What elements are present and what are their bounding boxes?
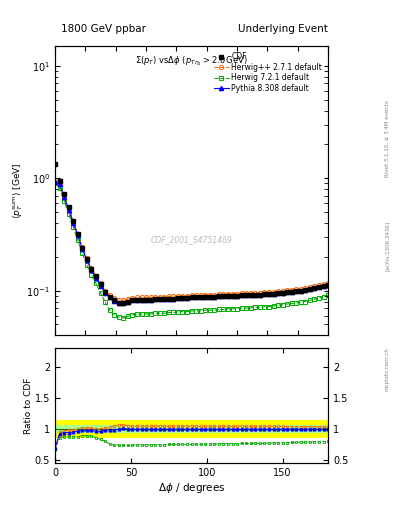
CDF xyxy=(203,294,208,300)
CDF xyxy=(116,300,121,306)
CDF xyxy=(221,293,226,300)
Herwig++ 2.7.1 default xyxy=(153,294,158,300)
Text: $\Sigma(p_T)$ vs$\Delta\phi$ $(p_{T\eta_1} > 2.0\,\mathrm{GeV})$: $\Sigma(p_T)$ vs$\Delta\phi$ $(p_{T\eta_… xyxy=(135,55,248,68)
Pythia 8.308 default xyxy=(53,179,57,185)
Pythia 8.308 default xyxy=(221,293,226,300)
CDF xyxy=(107,294,112,300)
Line: Pythia 8.308 default: Pythia 8.308 default xyxy=(53,180,330,305)
Herwig++ 2.7.1 default xyxy=(116,296,121,303)
CDF xyxy=(153,296,158,302)
CDF xyxy=(53,161,57,167)
Pythia 8.308 default xyxy=(116,300,121,306)
Herwig 7.2.1 default xyxy=(221,306,226,312)
Line: Herwig 7.2.1 default: Herwig 7.2.1 default xyxy=(53,181,330,320)
Text: mcplots.cern.ch: mcplots.cern.ch xyxy=(385,347,389,391)
Herwig 7.2.1 default xyxy=(116,314,121,321)
Text: 1800 GeV ppbar: 1800 GeV ppbar xyxy=(61,24,146,34)
Legend: CDF, Herwig++ 2.7.1 default, Herwig 7.2.1 default, Pythia 8.308 default: CDF, Herwig++ 2.7.1 default, Herwig 7.2.… xyxy=(211,50,324,95)
CDF xyxy=(326,282,331,288)
Line: Herwig++ 2.7.1 default: Herwig++ 2.7.1 default xyxy=(53,179,330,303)
Herwig 7.2.1 default xyxy=(294,300,299,306)
Herwig 7.2.1 default xyxy=(53,180,57,186)
Herwig 7.2.1 default xyxy=(153,310,158,316)
Pythia 8.308 default xyxy=(121,300,126,306)
Text: Underlying Event: Underlying Event xyxy=(238,24,328,34)
Herwig 7.2.1 default xyxy=(326,292,331,298)
Text: CDF_2001_S4751469: CDF_2001_S4751469 xyxy=(151,236,233,244)
Pythia 8.308 default xyxy=(326,282,331,288)
Herwig++ 2.7.1 default xyxy=(294,286,299,292)
Herwig++ 2.7.1 default xyxy=(326,280,331,286)
Text: [arXiv:1306.3436]: [arXiv:1306.3436] xyxy=(385,221,389,271)
Pythia 8.308 default xyxy=(153,296,158,302)
Herwig 7.2.1 default xyxy=(107,307,112,313)
Text: Rivet 3.1.10, ≥ 3.4M events: Rivet 3.1.10, ≥ 3.4M events xyxy=(385,100,389,177)
Herwig++ 2.7.1 default xyxy=(107,292,112,298)
Herwig++ 2.7.1 default xyxy=(121,297,126,304)
Herwig 7.2.1 default xyxy=(121,315,126,321)
Y-axis label: Ratio to CDF: Ratio to CDF xyxy=(24,377,33,434)
Y-axis label: $\langle p_T^\mathrm{sum} \rangle$ [GeV]: $\langle p_T^\mathrm{sum} \rangle$ [GeV] xyxy=(11,162,25,219)
Herwig++ 2.7.1 default xyxy=(203,292,208,298)
Line: CDF: CDF xyxy=(53,161,330,306)
Herwig 7.2.1 default xyxy=(203,307,208,313)
X-axis label: $\Delta\phi$ / degrees: $\Delta\phi$ / degrees xyxy=(158,481,226,495)
Pythia 8.308 default xyxy=(294,288,299,294)
Pythia 8.308 default xyxy=(203,294,208,300)
CDF xyxy=(121,301,126,307)
Pythia 8.308 default xyxy=(107,294,112,301)
Herwig++ 2.7.1 default xyxy=(53,178,57,184)
CDF xyxy=(294,288,299,294)
Herwig++ 2.7.1 default xyxy=(221,291,226,297)
